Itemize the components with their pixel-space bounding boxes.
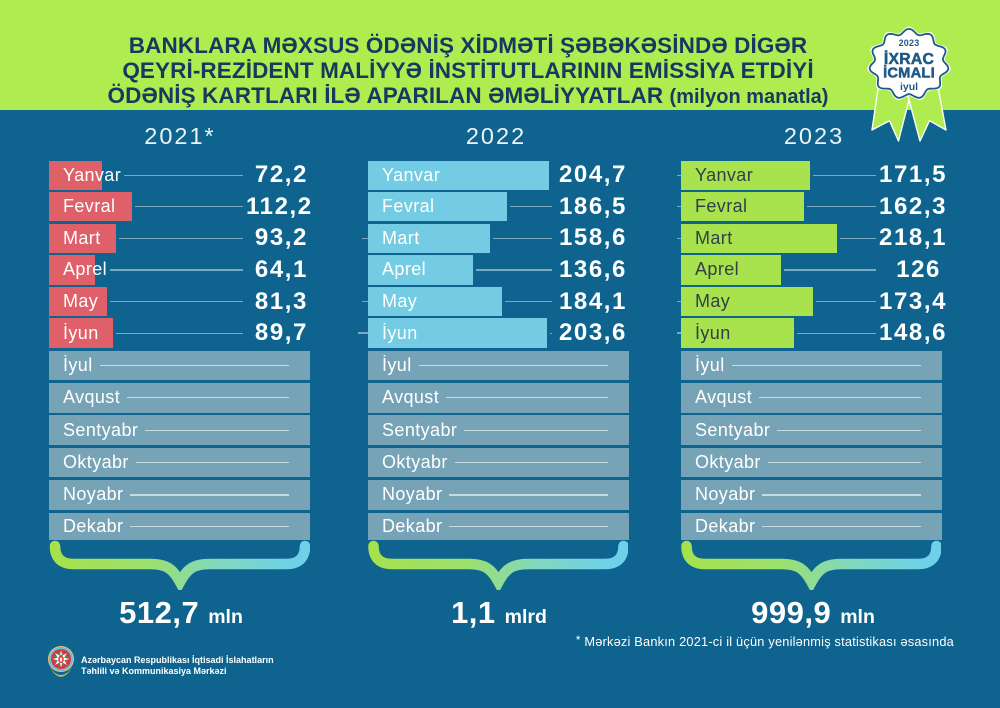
svg-text:2023: 2023 (899, 38, 920, 48)
svg-text:İXRAC: İXRAC (884, 50, 934, 68)
svg-text:iyul: iyul (900, 81, 918, 93)
svg-text:İCMALI: İCMALI (883, 64, 935, 81)
